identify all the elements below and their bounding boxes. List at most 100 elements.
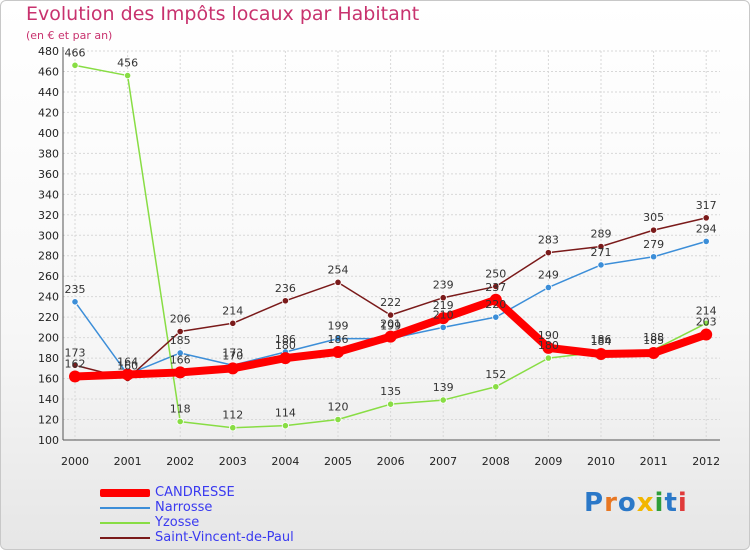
- y-tick-label: 420: [38, 106, 59, 119]
- data-label: 254: [328, 263, 349, 276]
- data-label: 135: [380, 385, 401, 398]
- data-label: 185: [170, 334, 191, 347]
- data-label: 203: [696, 316, 717, 329]
- data-label: 466: [65, 46, 86, 59]
- data-point: [544, 249, 553, 257]
- y-tick-label: 320: [38, 209, 59, 222]
- data-label: 201: [380, 318, 401, 331]
- y-tick-label: 280: [38, 250, 59, 263]
- y-tick-label: 360: [38, 168, 59, 181]
- x-tick-label: 2008: [482, 455, 510, 468]
- data-point: [176, 327, 184, 336]
- data-label: 173: [222, 346, 243, 359]
- data-label: 184: [591, 335, 612, 348]
- data-point: [386, 400, 395, 408]
- legend-item-candresse: CANDRESSE: [100, 485, 294, 500]
- data-label: 186: [275, 333, 296, 346]
- data-point: [229, 424, 237, 432]
- x-tick-label: 2007: [429, 455, 457, 468]
- data-label: 279: [643, 238, 664, 251]
- data-label: 164: [117, 355, 138, 368]
- data-point: [174, 366, 187, 379]
- data-point: [334, 415, 342, 424]
- y-tick-label: 480: [38, 45, 59, 58]
- y-tick-label: 200: [38, 332, 59, 345]
- data-label: 236: [275, 282, 296, 295]
- data-point: [597, 261, 605, 269]
- legend-item-yzosse: Yzosse: [100, 515, 294, 530]
- data-point: [544, 354, 553, 362]
- y-tick-label: 380: [38, 147, 59, 160]
- data-point: [69, 370, 81, 383]
- data-point: [226, 362, 239, 375]
- data-label: 118: [170, 403, 191, 416]
- data-label: 219: [433, 299, 454, 312]
- data-label: 190: [538, 329, 559, 342]
- data-label: 114: [275, 407, 296, 420]
- data-point: [281, 422, 289, 430]
- data-label: 235: [65, 283, 86, 296]
- legend-swatch-candresse: [100, 488, 150, 497]
- data-point: [439, 396, 447, 404]
- data-label: 199: [380, 320, 401, 333]
- data-label: 214: [222, 304, 243, 317]
- data-label: 186: [591, 333, 612, 346]
- data-point: [492, 313, 500, 321]
- data-point: [384, 330, 397, 343]
- data-label: 139: [433, 381, 454, 394]
- data-point: [439, 323, 447, 331]
- data-point: [489, 293, 502, 306]
- x-tick-label: 2004: [271, 455, 299, 468]
- legend-swatch-narrosse: [100, 506, 150, 509]
- legend-item-saint-vincent-de-paul: Saint-Vincent-de-Paul: [100, 530, 294, 545]
- data-point: [281, 297, 289, 305]
- x-tick-label: 2009: [534, 455, 562, 468]
- data-point: [71, 361, 79, 369]
- y-tick-label: 440: [38, 86, 59, 99]
- data-point: [332, 345, 344, 358]
- y-tick-label: 340: [38, 188, 59, 201]
- data-point: [437, 312, 450, 325]
- data-label: 237: [485, 281, 506, 294]
- data-label: 222: [380, 296, 401, 309]
- y-tick-label: 460: [38, 65, 59, 78]
- y-tick-label: 160: [38, 373, 59, 386]
- data-label: 173: [65, 346, 86, 359]
- data-label: 214: [696, 304, 717, 317]
- x-tick-label: 2005: [324, 455, 352, 468]
- data-point: [439, 294, 447, 302]
- data-point: [71, 61, 79, 69]
- x-tick-label: 2010: [587, 455, 615, 468]
- data-label: 120: [328, 401, 349, 414]
- data-point: [176, 417, 184, 426]
- data-point: [702, 237, 710, 246]
- y-tick-label: 220: [38, 311, 59, 324]
- data-point: [124, 71, 132, 80]
- data-label: 456: [117, 57, 138, 70]
- data-point: [492, 282, 500, 291]
- x-tick-label: 2002: [166, 455, 194, 468]
- data-point: [649, 226, 658, 234]
- y-tick-label: 140: [38, 393, 59, 406]
- legend-swatch-yzosse: [100, 521, 150, 524]
- x-tick-label: 2000: [61, 455, 89, 468]
- legend-label: Narrosse: [155, 500, 213, 515]
- y-tick-label: 260: [38, 270, 59, 283]
- data-point: [544, 283, 553, 292]
- data-point: [702, 319, 710, 327]
- y-tick-label: 180: [38, 352, 59, 365]
- data-label: 199: [328, 320, 349, 333]
- data-label: 186: [328, 333, 349, 346]
- data-label: 188: [643, 331, 664, 344]
- y-tick-label: 120: [38, 414, 59, 427]
- data-point: [597, 242, 605, 251]
- x-tick-label: 2011: [640, 455, 668, 468]
- data-point: [334, 278, 342, 286]
- data-point: [542, 341, 555, 354]
- data-point: [71, 298, 79, 306]
- data-point: [700, 328, 713, 341]
- data-point: [647, 346, 660, 359]
- data-label: 206: [170, 312, 191, 325]
- data-label: 152: [485, 368, 506, 381]
